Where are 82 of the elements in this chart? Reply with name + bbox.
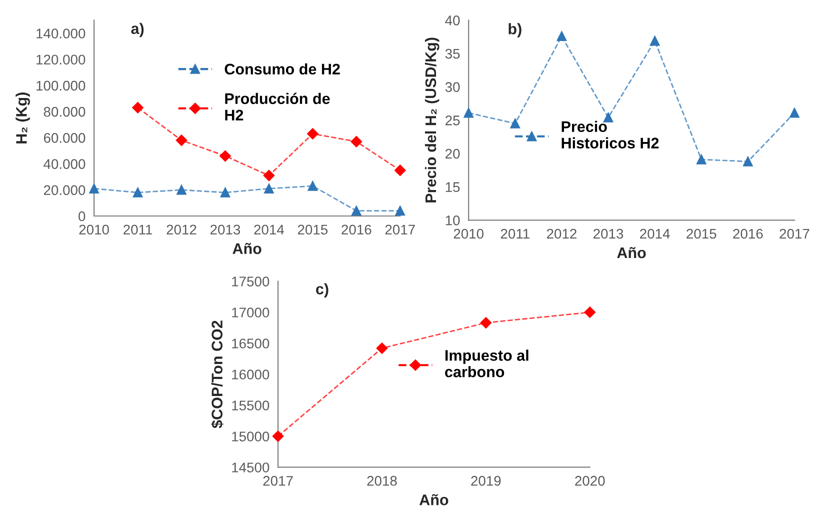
point bbox=[464, 108, 474, 118]
point bbox=[376, 342, 388, 354]
point bbox=[263, 170, 275, 182]
x-tick-label: 2013 bbox=[594, 228, 624, 239]
y-tick-label: 10 bbox=[446, 215, 460, 226]
y-tick-label: 15000 bbox=[232, 432, 270, 442]
y-axis-title: $COP/Ton CO2 bbox=[211, 320, 224, 428]
point bbox=[89, 184, 99, 194]
y-axis-title: Precio del H₂ (USD/Kg) bbox=[424, 38, 440, 202]
x-tick-label: 2015 bbox=[298, 224, 328, 235]
point bbox=[176, 185, 186, 195]
point bbox=[264, 184, 274, 194]
point bbox=[743, 156, 753, 166]
legend-label: Impuesto al carbono bbox=[445, 350, 528, 378]
x-tick-label: 2016 bbox=[733, 228, 763, 239]
y-tick-label: 35 bbox=[445, 48, 460, 59]
x-tick-label: 2010 bbox=[454, 228, 484, 239]
point bbox=[556, 31, 567, 42]
y-tick-label: 140.000 bbox=[36, 28, 86, 38]
annotation: b) bbox=[508, 23, 522, 38]
point bbox=[395, 206, 405, 216]
y-tick-label: 100.000 bbox=[36, 80, 86, 91]
x-tick-label: 2013 bbox=[210, 224, 240, 235]
y-tick-label: 15 bbox=[446, 182, 460, 192]
annotation: a) bbox=[131, 22, 144, 38]
y-axis-title: H₂ (Kg) bbox=[16, 92, 30, 144]
point bbox=[394, 164, 406, 176]
legend-label: Consumo de H2 bbox=[224, 63, 340, 75]
x-tick-label: 2017 bbox=[780, 228, 810, 239]
x-tick-label: 2011 bbox=[500, 228, 530, 239]
y-tick-label: 120.000 bbox=[36, 54, 86, 65]
x-tick-label: 2016 bbox=[342, 224, 372, 235]
y-tick-label: 16500 bbox=[232, 338, 270, 348]
point bbox=[132, 188, 143, 198]
y-tick-label: 30 bbox=[445, 82, 460, 92]
y-tick-label: 80.000 bbox=[44, 106, 86, 117]
x-tick-label: 2010 bbox=[79, 224, 109, 235]
point bbox=[510, 118, 520, 128]
y-tick-label: 0 bbox=[78, 211, 86, 222]
annotation: c) bbox=[316, 283, 328, 298]
y-tick-label: 40 bbox=[445, 16, 460, 26]
y-tick-label: 20 bbox=[446, 148, 460, 159]
point bbox=[220, 150, 231, 162]
y-tick-label: 40.000 bbox=[44, 159, 86, 169]
x-axis-title: Año bbox=[419, 494, 448, 506]
point bbox=[307, 128, 318, 140]
y-tick-label: 17000 bbox=[232, 308, 270, 318]
legend-label: Precio Historicos H2 bbox=[562, 120, 659, 148]
point bbox=[132, 102, 144, 114]
y-tick-label: 25 bbox=[446, 116, 460, 126]
point bbox=[352, 206, 362, 216]
point bbox=[220, 188, 230, 198]
point bbox=[603, 112, 614, 122]
y-tick-label: 60.000 bbox=[44, 133, 86, 143]
x-axis-title: Año bbox=[617, 247, 646, 258]
x-axis-title: Año bbox=[232, 242, 262, 254]
point bbox=[790, 108, 800, 118]
point bbox=[350, 136, 362, 148]
x-tick-label: 2012 bbox=[546, 228, 576, 239]
y-tick-label: 17500 bbox=[232, 276, 270, 286]
legend-label: Producción de H2 bbox=[225, 92, 330, 120]
point bbox=[176, 134, 188, 146]
x-tick-label: 2017 bbox=[385, 224, 415, 235]
y-tick-label: 16000 bbox=[232, 370, 270, 380]
x-tick-label: 2015 bbox=[686, 228, 716, 239]
point bbox=[480, 317, 492, 328]
x-tick-label: 2020 bbox=[575, 476, 605, 486]
x-tick-label: 2019 bbox=[471, 476, 501, 486]
y-tick-label: 20.000 bbox=[44, 185, 86, 196]
y-tick-label: 15500 bbox=[232, 400, 270, 410]
x-tick-label: 2014 bbox=[254, 224, 284, 235]
x-tick-label: 2011 bbox=[124, 224, 152, 235]
point bbox=[272, 430, 284, 442]
x-tick-label: 2017 bbox=[263, 476, 293, 486]
x-tick-label: 2014 bbox=[640, 228, 670, 239]
point bbox=[696, 154, 706, 164]
x-tick-label: 2012 bbox=[166, 224, 196, 235]
point bbox=[308, 181, 318, 191]
point bbox=[650, 36, 660, 46]
y-tick-label: 14500 bbox=[232, 462, 270, 472]
point bbox=[584, 306, 596, 318]
x-tick-label: 2018 bbox=[367, 476, 397, 486]
